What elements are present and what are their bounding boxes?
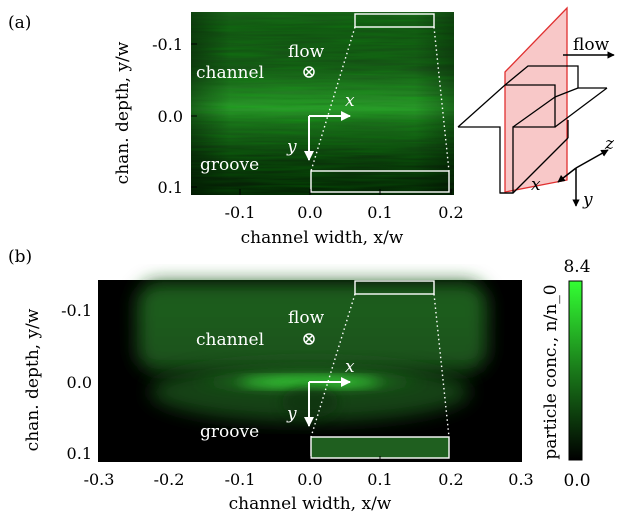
y-tick-label: -0.1 [152, 35, 183, 54]
x-tick-label: 0.3 [508, 470, 533, 489]
inset-top-box-b [354, 280, 435, 295]
y-arrow-label-a: y [286, 137, 297, 157]
x-tick-label: 0.0 [297, 203, 322, 222]
x-tick-label: -0.2 [154, 470, 185, 489]
groove-label-b: groove [200, 422, 259, 442]
colorbar-label-text: particle conc., n/n_0 [541, 284, 561, 459]
x-ticks-a [239, 189, 452, 195]
x-tick-label: 0.0 [297, 470, 322, 489]
channel-schematic [457, 6, 615, 207]
panel-b-label: (b) [8, 247, 32, 267]
flow-into-page-icon-a [303, 66, 315, 78]
schematic-flow-label: flow [573, 35, 610, 55]
inset-bottom-box-b [310, 436, 450, 459]
x-arrow-label-b: x [345, 357, 355, 377]
coord-arrows-b [304, 377, 351, 427]
x-tick-label: -0.3 [84, 470, 115, 489]
inset-top-box-a [354, 13, 435, 28]
dotted-guide-right-b [433, 293, 450, 438]
panel-a-image [191, 12, 454, 195]
schematic-y-label: y [582, 190, 593, 210]
x-tick-label: 0.2 [438, 470, 463, 489]
colorbar-max-label: 8.4 [563, 257, 590, 277]
channel-label-b: channel [196, 330, 264, 350]
y-tick-label: 0.1 [67, 444, 92, 463]
colorbar-min-label: 0.0 [563, 471, 590, 491]
x-tick-label: -0.1 [225, 203, 256, 222]
y-axis-label-b: chan. depth, y/w [23, 308, 43, 451]
y-ticks-a [191, 43, 197, 188]
y-tick-label: 0.0 [158, 107, 183, 126]
x-axis-label-b: channel width, x/w [229, 494, 392, 514]
colorbar-axis-label: particle conc., n/n_0 [541, 284, 561, 459]
x-tick-label: 0.1 [367, 470, 392, 489]
y-tick-label: 0.0 [67, 373, 92, 392]
coord-arrows-a [304, 111, 351, 161]
panel-b: (b) flow channel groove x [8, 247, 534, 514]
x-arrow-label-a: x [345, 91, 355, 111]
x-axis-label-a: channel width, x/w [241, 228, 404, 248]
schematic-x-label: x [531, 175, 541, 195]
colorbar: 8.4 0.0 particle conc., n/n_0 [541, 257, 591, 491]
x-tick-label: 0.1 [367, 203, 392, 222]
groove-label-a: groove [200, 155, 259, 175]
y-axis-label-a: chan. depth, y/w [113, 41, 133, 184]
panel-a: (a) flow channel groove x y [8, 12, 464, 248]
y-tick-label: 0.1 [158, 178, 183, 197]
dotted-guide-right-a [433, 26, 450, 172]
schematic-z-label: z [604, 134, 615, 154]
channel-label-a: channel [196, 63, 264, 83]
x-tick-label: -0.1 [225, 470, 256, 489]
flow-label-b: flow [288, 308, 325, 328]
y-tick-label: -0.1 [61, 301, 92, 320]
x-ticks-b [98, 456, 522, 462]
y-arrow-label-b: y [286, 404, 297, 424]
y-ticks-b [99, 309, 105, 454]
flow-label-a: flow [288, 42, 325, 62]
panel-b-image [98, 280, 522, 462]
x-tick-label: 0.2 [438, 203, 463, 222]
flow-into-page-icon-b [303, 333, 315, 345]
panel-a-label: (a) [8, 13, 31, 33]
